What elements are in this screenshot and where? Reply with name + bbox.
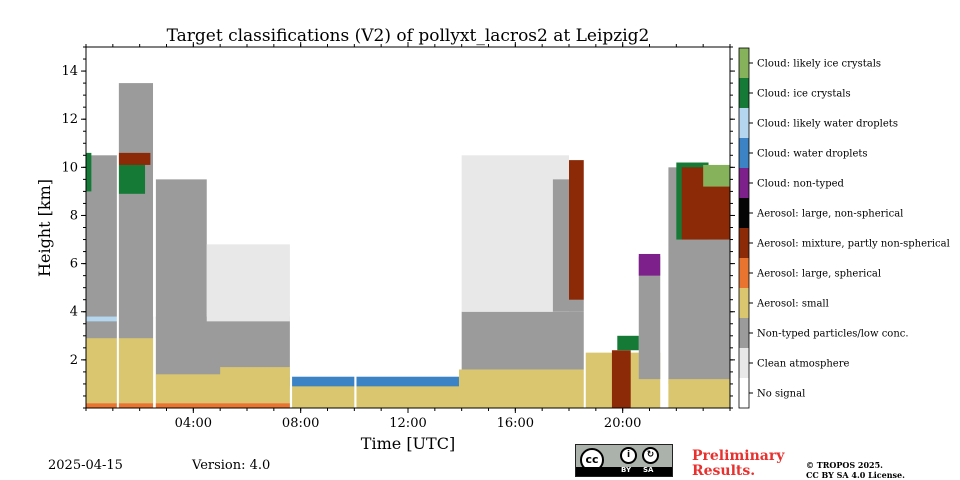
legend-swatch (739, 48, 749, 78)
heatmap-layer (86, 47, 730, 408)
legend-swatch (739, 318, 749, 348)
preliminary-line-2: Results. (692, 463, 756, 479)
legend-label: Aerosol: small (756, 299, 829, 310)
y-tick-label: 8 (70, 208, 78, 223)
x-tick-label: 08:00 (282, 416, 319, 431)
no-signal-gap (583, 47, 586, 408)
legend-swatch (739, 138, 749, 168)
legend-label: Aerosol: mixture, partly non-spherical (756, 239, 950, 250)
x-tick-label: 04:00 (175, 416, 212, 431)
legend-swatch (739, 228, 749, 258)
y-tick-label: 14 (61, 64, 78, 79)
class-region (638, 253, 661, 276)
by-icon: i (620, 447, 637, 464)
class-region (206, 244, 290, 322)
footer-version: Version: 4.0 (192, 458, 271, 473)
class-region (220, 367, 290, 389)
class-region (155, 179, 207, 319)
legend-label: Cloud: non-typed (757, 179, 845, 190)
class-region (289, 383, 459, 408)
x-tick-label: 16:00 (497, 416, 534, 431)
class-region (668, 379, 730, 408)
legend-label: Aerosol: large, spherical (756, 269, 881, 280)
legend-label: Non-typed particles/low conc. (757, 329, 909, 340)
x-axis-label: Time [UTC] (361, 434, 455, 453)
copyright-line-2: CC BY SA 4.0 License. (806, 470, 905, 480)
class-region (86, 403, 355, 408)
x-axis-ticks: 04:00 08:00 12:00 16:00 20:00 (85, 42, 731, 431)
legend-label: Cloud: likely ice crystals (757, 59, 881, 70)
no-signal-gap (354, 47, 357, 408)
y-tick-label: 2 (70, 353, 78, 368)
preliminary-notice: Preliminary Results. (692, 449, 784, 479)
class-region (611, 350, 631, 408)
legend-label: Cloud: likely water droplets (757, 119, 898, 130)
badge-by-label: BY (621, 466, 632, 474)
y-tick-label: 12 (61, 112, 78, 127)
class-region (118, 152, 151, 165)
x-tick-label: 20:00 (604, 416, 641, 431)
class-region (703, 164, 730, 187)
class-region (118, 83, 154, 319)
class-region (461, 155, 569, 312)
x-tick-label: 12:00 (389, 416, 426, 431)
chart-title: Target classifications (V2) of pollyxt_l… (167, 26, 650, 46)
class-region (86, 152, 92, 192)
legend-swatch (739, 78, 749, 108)
legend-label: Cloud: water droplets (757, 149, 868, 160)
class-region (458, 369, 586, 408)
legend-swatch (739, 288, 749, 318)
badge-strip: BY SA (576, 466, 672, 476)
class-region (86, 316, 119, 322)
legend-swatch (739, 198, 749, 228)
y-axis-label: Height [km] (35, 179, 54, 277)
no-signal-gap (289, 47, 293, 408)
legend-swatch (739, 168, 749, 198)
class-region (86, 316, 156, 339)
class-region (617, 335, 639, 351)
no-signal-gap (153, 47, 156, 408)
legend-swatch (739, 348, 749, 378)
badge-sa-label: SA (643, 466, 654, 474)
legend-swatch (739, 108, 749, 138)
y-tick-label: 4 (70, 305, 78, 320)
class-legend: No signal Clean atmosphere Non-typed parti… (738, 47, 950, 409)
class-region (569, 160, 586, 300)
legend-frame (738, 47, 750, 409)
legend-label: Clean atmosphere (757, 359, 850, 370)
class-region (289, 376, 459, 387)
legend-label: Cloud: ice crystals (757, 89, 851, 100)
class-region (638, 256, 661, 380)
no-signal-gap (116, 47, 119, 408)
y-axis-ticks: 2 4 6 8 10 12 14 (61, 46, 735, 409)
no-signal-gap (661, 47, 669, 408)
y-tick-label: 6 (70, 257, 78, 272)
copyright-notice: © TROPOS 2025. CC BY SA 4.0 License. (806, 460, 905, 480)
cc-license-badge: cc i ↻ BY SA (575, 444, 673, 477)
legend-label: Aerosol: large, non-spherical (756, 209, 903, 220)
y-tick-label: 10 (61, 160, 78, 175)
legend-swatch (739, 258, 749, 288)
legend-label: No signal (757, 389, 805, 400)
legend-swatch (739, 378, 749, 408)
footer-date: 2025-04-15 (48, 458, 123, 473)
sa-icon: ↻ (642, 447, 659, 464)
copyright-line-1: © TROPOS 2025. (806, 460, 883, 470)
preliminary-line-1: Preliminary (692, 448, 785, 464)
class-region (86, 335, 156, 404)
